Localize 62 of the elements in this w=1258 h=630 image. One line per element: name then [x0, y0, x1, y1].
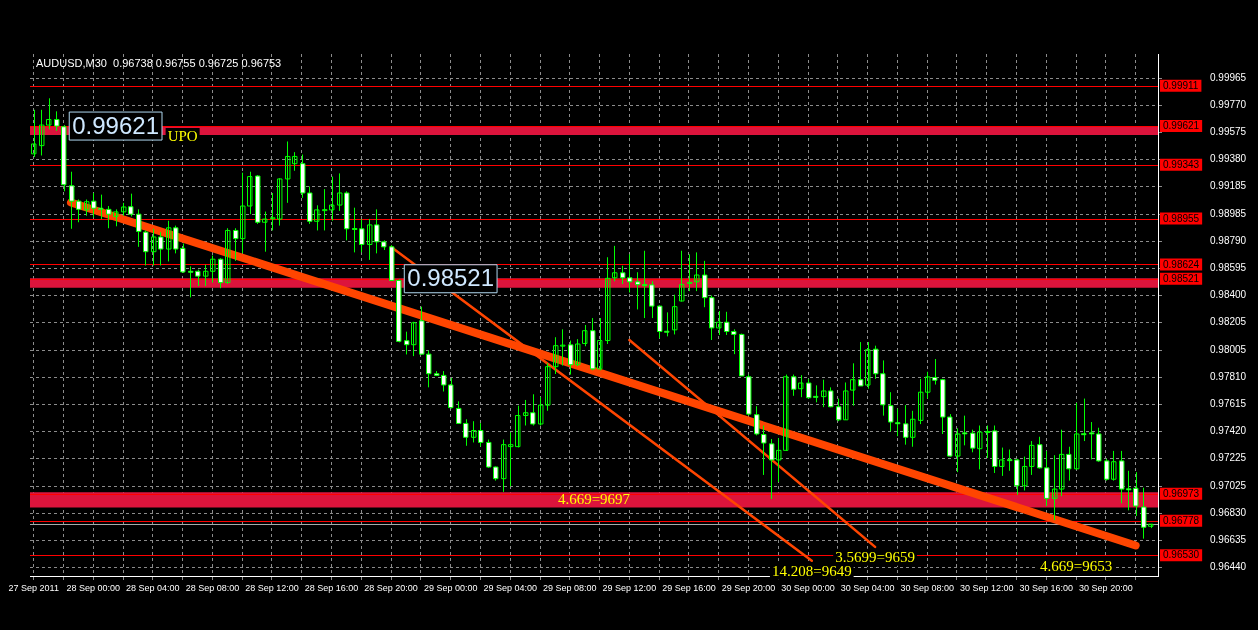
y-tick-label: 0.99965 [1210, 72, 1247, 84]
y-tick-label: 0.99575 [1210, 126, 1247, 138]
x-tick-label: 28 Sep 16:00 [304, 582, 359, 593]
y-tick-label: 0.98790 [1210, 235, 1247, 247]
y-tick-label: 0.99185 [1210, 180, 1247, 192]
ref-line-label: 0.99621 [1163, 120, 1200, 132]
annotation: 0.99621 [72, 111, 160, 139]
ref-line-label: 0.99911 [1163, 80, 1199, 92]
ref-line-label: 0.96973 [1163, 487, 1200, 499]
y-tick-label: 0.96830 [1210, 507, 1247, 519]
ref-line-label: 0.98624 [1163, 258, 1200, 270]
y-tick-label: 0.96440 [1210, 561, 1247, 573]
x-tick-label: 28 Sep 12:00 [245, 582, 299, 593]
x-tick-label: 29 Sep 16:00 [662, 582, 716, 593]
candlestick [31, 109, 37, 158]
x-tick-label: 30 Sep 08:00 [900, 582, 954, 593]
y-tick-label: 0.97025 [1210, 480, 1247, 492]
x-tick-label: 29 Sep 20:00 [721, 582, 776, 593]
candlestick [605, 256, 611, 345]
y-tick-label: 0.98400 [1210, 289, 1247, 301]
candlestick [694, 251, 700, 292]
ref-line-label: 0.98955 [1163, 212, 1200, 224]
x-tick-label: 28 Sep 20:00 [364, 582, 418, 593]
x-tick-label: 30 Sep 00:00 [781, 582, 835, 593]
y-tick-label: 0.98595 [1210, 262, 1247, 274]
annotation: 4.669=9653 [1039, 557, 1113, 574]
chart-title: AUDUSD,M30 0.96738 0.96755 0.96725 0.96753 [36, 57, 282, 70]
annotation: UPO [167, 128, 198, 145]
x-tick-label: 28 Sep 00:00 [66, 582, 121, 593]
x-tick-label: 27 Sep 2011 [8, 582, 59, 593]
x-tick-label: 30 Sep 12:00 [959, 582, 1014, 593]
ref-line-label: 0.96530 [1163, 549, 1200, 561]
candlestick [612, 245, 618, 282]
y-tick-label: 0.97225 [1210, 452, 1247, 464]
band-label: 4.669=9697 [557, 490, 631, 507]
x-tick-label: 30 Sep 16:00 [1019, 582, 1074, 593]
x-tick-label: 29 Sep 00:00 [423, 582, 478, 593]
ref-line-label: 0.98521 [1163, 273, 1200, 285]
annotation: 0.98521 [407, 264, 495, 292]
x-tick-label: 29 Sep 08:00 [543, 582, 597, 593]
y-tick-label: 0.98985 [1210, 208, 1247, 220]
x-tick-label: 29 Sep 12:00 [602, 582, 657, 593]
x-tick-label: 28 Sep 04:00 [126, 582, 180, 593]
x-tick-label: 29 Sep 04:00 [483, 582, 538, 593]
candlestick [679, 250, 685, 303]
ref-line-label: 0.99343 [1163, 158, 1200, 170]
ref-line-label: 0.96778 [1163, 515, 1200, 526]
y-tick-label: 0.99380 [1210, 153, 1247, 165]
y-tick-label: 0.98005 [1210, 344, 1247, 356]
candlestick [687, 253, 693, 292]
x-tick-label: 30 Sep 20:00 [1079, 582, 1133, 593]
annotation: 3.5699=9659 [835, 549, 915, 566]
candlestick [672, 294, 678, 335]
y-tick-label: 0.97420 [1210, 425, 1247, 437]
y-tick-label: 0.99770 [1210, 99, 1247, 111]
y-tick-label: 0.97810 [1210, 371, 1247, 383]
y-tick-label: 0.98205 [1210, 316, 1247, 328]
annotation: 14.208=9649 [771, 563, 852, 580]
y-tick-label: 0.97615 [1210, 398, 1247, 410]
y-tick-label: 0.96635 [1210, 534, 1247, 546]
x-tick-label: 30 Sep 04:00 [840, 582, 895, 593]
x-tick-label: 28 Sep 08:00 [185, 582, 240, 593]
